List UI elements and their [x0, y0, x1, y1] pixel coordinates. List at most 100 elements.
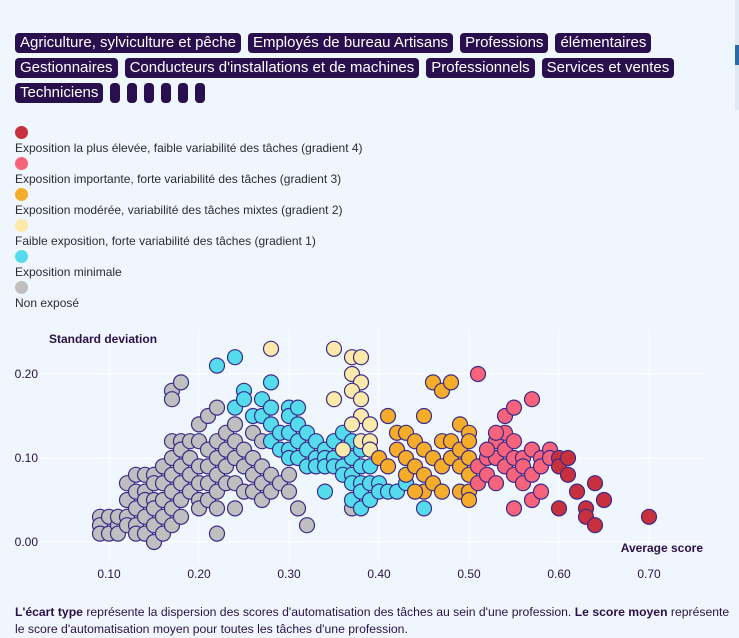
- data-point[interactable]: [505, 399, 523, 416]
- scrollbar[interactable]: [735, 0, 739, 110]
- filter-chip[interactable]: Professions: [460, 33, 549, 53]
- data-point[interactable]: [316, 483, 334, 500]
- note-term-std: L'écart type: [15, 605, 83, 619]
- axis-ticks: 0.10 0.20 0.30 0.40 0.50 0.60 0.70 0.00 0.10 0.20: [15, 367, 661, 581]
- data-point[interactable]: [433, 483, 451, 500]
- y-axis-label: Standard deviation: [49, 332, 157, 346]
- data-point[interactable]: [550, 500, 568, 517]
- data-point[interactable]: [235, 391, 253, 408]
- data-point[interactable]: [280, 466, 298, 483]
- data-point[interactable]: [262, 340, 280, 357]
- data-point[interactable]: [505, 500, 523, 517]
- data-point[interactable]: [208, 399, 226, 416]
- data-point[interactable]: [289, 399, 307, 416]
- filter-chip[interactable]: Gestionnaires: [15, 58, 118, 78]
- note-text-std: représente la dispersion des scores d'au…: [82, 605, 575, 619]
- legend-label: Exposition la plus élevée, faible variab…: [15, 141, 363, 155]
- filter-chip[interactable]: [195, 83, 206, 103]
- data-point[interactable]: [361, 416, 379, 433]
- data-point[interactable]: [262, 374, 280, 391]
- filter-chip[interactable]: [161, 83, 172, 103]
- data-point[interactable]: [487, 475, 505, 492]
- legend-marker-icon: [15, 219, 28, 232]
- legend-label: Exposition modérée, variabilité des tâch…: [15, 203, 343, 217]
- data-point[interactable]: [460, 433, 478, 450]
- data-point[interactable]: [298, 517, 316, 534]
- x-tick-label: 0.60: [547, 567, 571, 581]
- data-point[interactable]: [469, 365, 487, 383]
- data-point[interactable]: [172, 374, 190, 391]
- data-point[interactable]: [415, 407, 433, 425]
- data-point[interactable]: [640, 508, 658, 525]
- data-points: [91, 340, 658, 551]
- legend-label: Non exposé: [15, 296, 80, 310]
- data-point[interactable]: [586, 517, 604, 534]
- legend-label: Faible exposition, forte variabilité des…: [15, 234, 316, 248]
- data-point[interactable]: [352, 349, 370, 366]
- legend-marker-icon: [15, 157, 28, 170]
- filter-chip[interactable]: élémentaires: [555, 33, 652, 53]
- filter-chip[interactable]: Professionnels: [426, 58, 535, 78]
- x-tick-label: 0.50: [457, 567, 481, 581]
- category-filter-chips: Agriculture, sylviculture et pêche Employ…: [15, 33, 715, 103]
- data-point[interactable]: [379, 458, 397, 475]
- data-point[interactable]: [208, 357, 226, 374]
- data-point[interactable]: [208, 500, 226, 517]
- data-point[interactable]: [559, 449, 577, 467]
- data-point[interactable]: [586, 475, 604, 492]
- data-point[interactable]: [379, 407, 397, 425]
- data-point[interactable]: [325, 340, 343, 357]
- filter-chip[interactable]: [110, 83, 121, 103]
- filter-chip[interactable]: Techniciens: [15, 83, 104, 103]
- data-point[interactable]: [334, 441, 352, 458]
- legend-marker-icon: [15, 126, 28, 139]
- data-point[interactable]: [559, 466, 577, 483]
- x-tick-label: 0.10: [97, 567, 121, 581]
- filter-chip[interactable]: [127, 83, 138, 103]
- x-tick-label: 0.30: [277, 567, 301, 581]
- data-point[interactable]: [208, 525, 226, 542]
- data-point[interactable]: [163, 391, 181, 408]
- x-tick-label: 0.70: [637, 567, 661, 581]
- data-point[interactable]: [406, 483, 424, 500]
- x-axis-label: Average score: [621, 541, 704, 555]
- data-point[interactable]: [487, 424, 505, 441]
- filter-chip[interactable]: Services et ventes: [541, 58, 675, 78]
- x-tick-label: 0.20: [187, 567, 211, 581]
- data-point[interactable]: [289, 500, 307, 517]
- data-point[interactable]: [460, 491, 478, 509]
- note-text-mean: représente le score d'automatisation moy…: [15, 605, 730, 636]
- legend-marker-icon: [15, 188, 28, 201]
- data-point[interactable]: [226, 349, 244, 366]
- data-point[interactable]: [352, 391, 370, 408]
- filter-chip[interactable]: Agriculture, sylviculture et pêche: [15, 33, 241, 53]
- data-point[interactable]: [226, 416, 244, 433]
- data-point[interactable]: [172, 508, 190, 525]
- filter-chip[interactable]: Employés de bureau Artisans: [247, 33, 454, 53]
- data-point[interactable]: [262, 399, 280, 416]
- data-point[interactable]: [523, 391, 541, 408]
- data-point[interactable]: [442, 374, 460, 391]
- y-tick-label: 0.00: [15, 535, 39, 549]
- data-point[interactable]: [595, 491, 613, 509]
- data-point[interactable]: [226, 500, 244, 517]
- data-point[interactable]: [415, 500, 433, 517]
- data-point[interactable]: [280, 483, 298, 500]
- legend-marker-icon: [15, 250, 28, 263]
- data-point[interactable]: [532, 483, 550, 500]
- data-point[interactable]: [478, 441, 496, 458]
- y-tick-label: 0.20: [15, 367, 39, 381]
- scatter-chart: 0.10 0.20 0.30 0.40 0.50 0.60 0.70 0.00 0.10 0.20…: [15, 330, 705, 581]
- data-point[interactable]: [325, 391, 343, 408]
- data-point[interactable]: [568, 483, 586, 500]
- filter-chip[interactable]: [178, 83, 189, 103]
- x-tick-label: 0.40: [367, 567, 391, 581]
- data-point[interactable]: [505, 433, 523, 450]
- filter-chip[interactable]: [144, 83, 155, 103]
- scrollbar-thumb[interactable]: [735, 45, 739, 65]
- legend-label: Exposition importante, forte variabilité…: [15, 172, 342, 186]
- explanation-note: L'écart type représente la dispersion de…: [15, 604, 735, 638]
- legend-marker-icon: [15, 281, 28, 294]
- data-point[interactable]: [343, 416, 361, 433]
- filter-chip[interactable]: Conducteurs d'installations et de machin…: [124, 58, 420, 78]
